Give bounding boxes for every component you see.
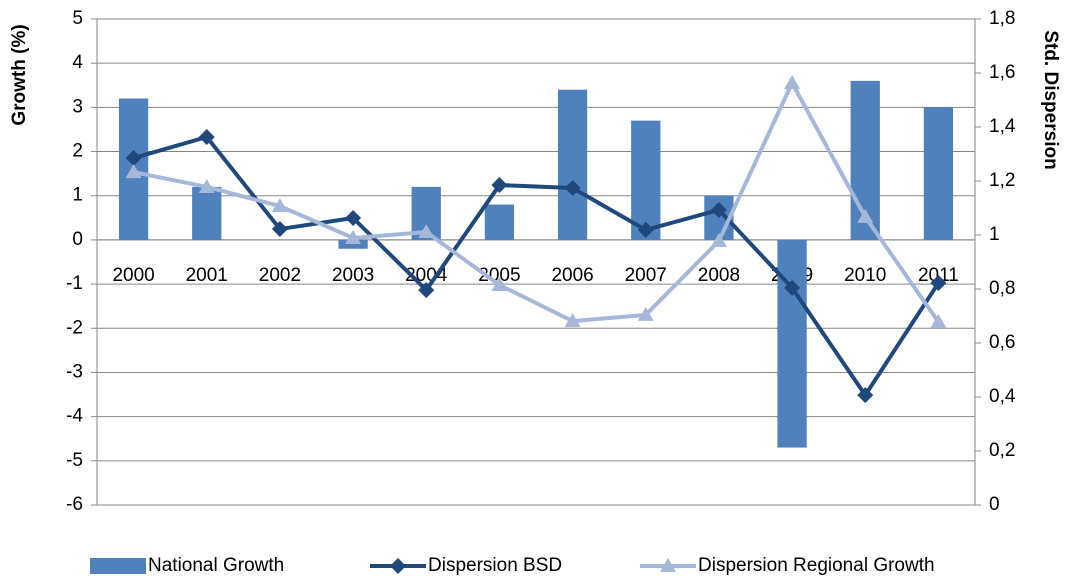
y-tick-label: -3 [66,361,83,382]
marker [491,276,508,291]
x-tick-label: 2003 [332,265,374,286]
legend-label: Dispersion Regional Growth [698,555,935,576]
marker [930,275,947,292]
marker [345,229,362,244]
x-tick-label: 2010 [844,265,886,286]
marker [564,313,581,328]
x-tick-label: 2006 [551,265,593,286]
bar [192,186,222,240]
line [133,134,941,398]
marker [418,282,435,299]
legend-label: Dispersion BSD [428,555,562,576]
marker [660,558,676,572]
bar [631,120,661,240]
bar [557,89,588,240]
y2-tick-label: 1,6 [989,62,1015,83]
bar [923,107,954,240]
x-tick-label: 2005 [478,265,520,286]
marker [198,178,215,193]
bar [777,239,807,448]
y-tick-label: -6 [66,494,83,515]
marker [390,558,406,574]
y-tick-label: 4 [72,52,83,73]
y-tick-label: 0 [72,229,83,250]
y2-tick-label: 1,4 [989,116,1016,137]
marker [857,387,874,404]
y2-tick-label: 0,2 [989,440,1015,461]
legend-swatch [90,558,146,574]
marker [710,232,727,247]
x-tick-label: 2007 [625,265,667,286]
y-tick-label: -2 [66,317,83,338]
legend-label: National Growth [148,555,284,576]
marker [345,209,362,226]
marker [198,128,215,145]
line [133,80,941,324]
y-axis-title: Growth (%) [9,24,30,125]
marker [637,306,654,321]
marker [418,224,435,239]
y2-axis-title: Std. Dispersion [1040,30,1061,169]
marker [125,150,142,167]
y-tick-label: 5 [72,8,83,29]
y2-tick-label: 1,8 [989,8,1015,29]
marker [930,313,947,328]
marker [637,221,654,238]
x-tick-label: 2002 [259,265,301,286]
marker [857,208,874,223]
y2-tick-label: 0,8 [989,278,1015,299]
marker [491,177,508,194]
marker [784,74,801,89]
marker [710,201,727,218]
y2-tick-label: 0,6 [989,332,1015,353]
marker [271,221,288,238]
marker [784,279,801,296]
y2-tick-label: 1 [989,224,1000,245]
y-tick-label: -1 [66,273,83,294]
y-tick-label: -5 [66,450,83,471]
y2-tick-label: 1,2 [989,170,1015,191]
bar [484,204,515,240]
x-tick-label: 2000 [112,265,154,286]
y2-tick-label: 0 [989,494,1000,515]
y-tick-label: -4 [66,406,83,427]
y-tick-label: 2 [72,141,83,162]
y-tick-label: 3 [72,96,83,117]
marker [564,180,581,197]
bar [338,239,368,249]
x-tick-label: 2001 [186,265,228,286]
y-tick-label: 1 [72,185,83,206]
y2-tick-label: 0,4 [989,386,1016,407]
marker [125,164,142,179]
marker [271,198,288,213]
x-tick-label: 2008 [698,265,740,286]
